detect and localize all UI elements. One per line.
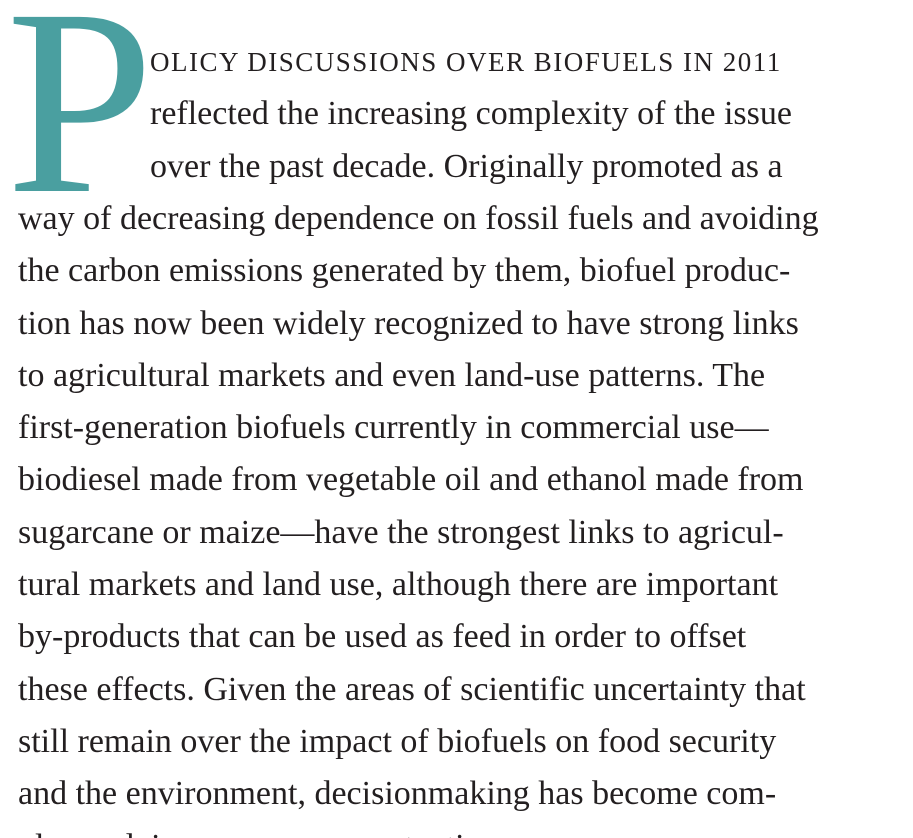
text-line: and the environment, decisionmaking has … [18,775,777,813]
drop-cap-box: P [6,0,154,200]
text-line: biodiesel made from vegetable oil and et… [18,461,804,499]
text-line: tion has now been widely recognized to h… [18,304,799,342]
text-line: reflected the increasing complexity of t… [150,95,792,133]
text-line: still remain over the impact of biofuels… [18,722,777,760]
text-line: first-generation biofuels currently in c… [18,409,769,447]
drop-cap: P [6,0,154,200]
text-line: plex and, in some cases, contentious. [18,821,520,838]
text-line: by-products that can be used as feed in … [18,618,747,656]
text-line: over the past decade. Originally promote… [150,147,783,185]
lead-in: OLICY DISCUSSIONS OVER BIOFUELS IN 2011 [150,47,782,77]
text-line: tural markets and land use, although the… [18,566,779,603]
text-line: the carbon emissions generated by them, … [18,252,791,290]
text-line: sugarcane or maize—have the strongest li… [18,513,784,551]
text-line: way of decreasing dependence on fossil f… [18,199,819,237]
text-line: these effects. Given the areas of scient… [18,670,806,708]
text-line: to agricultural markets and even land-us… [18,356,766,394]
